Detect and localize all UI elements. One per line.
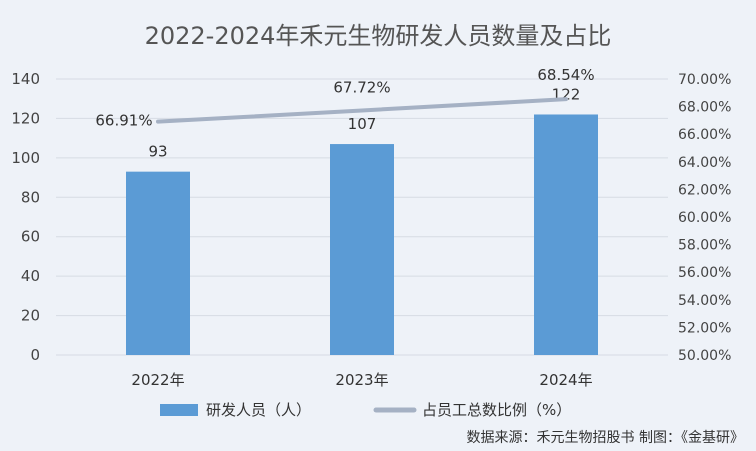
legend: 研发人员（人） 占员工总数比例（%） [160,401,571,419]
source-note: 数据来源：禾元生物招股书 制图：《金基研》 [467,429,744,446]
left-tick-label: 20 [21,307,40,325]
legend-line-label: 占员工总数比例（%） [422,401,571,419]
right-tick-label: 56.00% [678,265,731,281]
line-path [156,97,568,124]
right-tick-label: 68.00% [678,100,731,116]
right-axis: 50.00% 52.00% 54.00% 56.00% 58.00% 60.00% 62.0… [678,72,731,364]
bar-value-label: 107 [348,115,377,133]
line-value-label: 67.72% [333,78,390,96]
right-tick-label: 64.00% [678,155,731,171]
right-tick-label: 52.00% [678,320,731,336]
right-tick-label: 62.00% [678,182,731,198]
category-label: 2022年 [131,371,184,389]
right-tick-label: 66.00% [678,127,731,143]
x-axis-labels: 2022年 2023年 2024年 [131,371,592,389]
right-tick-label: 54.00% [678,293,731,309]
category-label: 2023年 [335,371,388,389]
right-tick-label: 50.00% [678,348,731,364]
category-label: 2024年 [539,371,592,389]
left-tick-label: 60 [21,228,40,246]
left-tick-label: 120 [11,109,40,127]
left-tick-label: 40 [21,267,40,285]
right-tick-label: 70.00% [678,72,731,88]
bar [126,171,190,355]
left-tick-label: 100 [11,149,40,167]
bar-value-label: 93 [148,143,167,161]
left-tick-label: 140 [11,70,40,88]
line-value-label: 68.54% [537,66,594,84]
bar [534,114,598,355]
bar [330,144,394,355]
right-tick-label: 58.00% [678,238,731,254]
line-series: 66.91% 67.72% 68.54% [95,66,594,129]
left-axis: 0 20 40 60 80 100 120 140 [11,70,40,364]
chart-title: 2022-2024年禾元生物研发人员数量及占比 [145,22,612,50]
legend-bar-swatch [160,404,198,416]
line-value-label: 66.91% [95,112,152,130]
right-tick-label: 60.00% [678,210,731,226]
legend-bar-label: 研发人员（人） [206,401,311,419]
left-tick-label: 0 [30,346,40,364]
left-tick-label: 80 [21,188,40,206]
